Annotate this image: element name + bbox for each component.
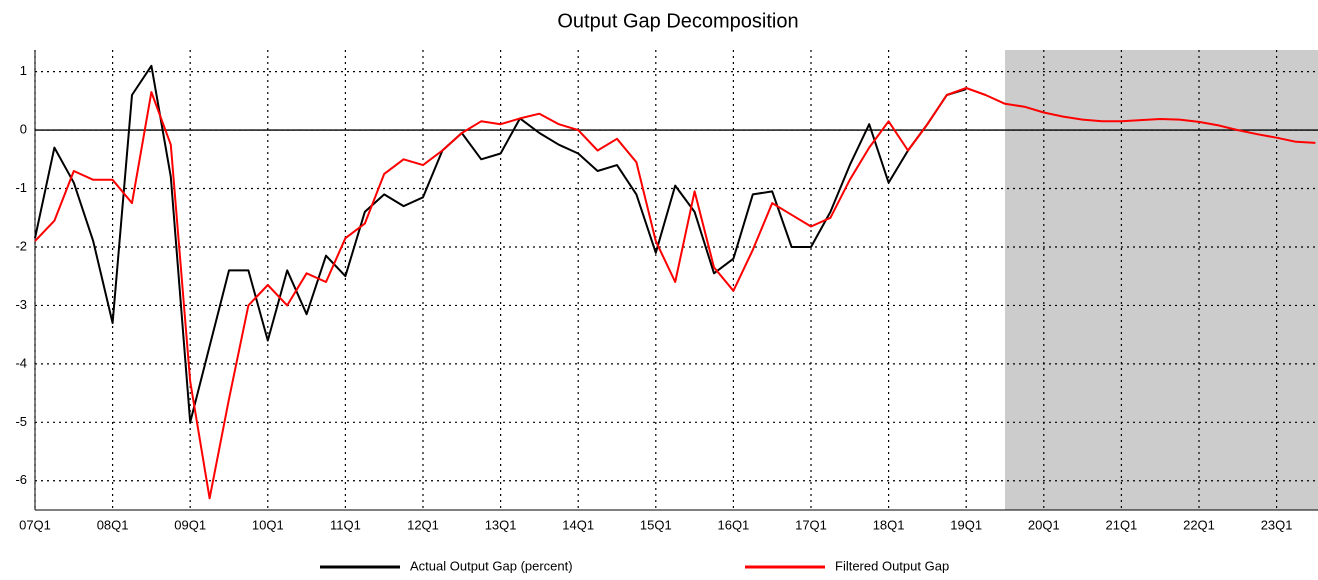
x-tick-label: 21Q1 <box>1105 517 1137 532</box>
x-tick-label: 20Q1 <box>1028 517 1060 532</box>
x-tick-label: 07Q1 <box>19 517 51 532</box>
x-tick-label: 15Q1 <box>640 517 672 532</box>
x-tick-label: 17Q1 <box>795 517 827 532</box>
y-tick-label: -6 <box>15 472 27 487</box>
x-tick-label: 08Q1 <box>97 517 129 532</box>
x-tick-label: 12Q1 <box>407 517 439 532</box>
y-tick-label: -1 <box>15 180 27 195</box>
forecast-shade <box>1005 50 1318 510</box>
y-tick-label: -3 <box>15 297 27 312</box>
chart-title: Output Gap Decomposition <box>557 10 798 32</box>
y-tick-label: -4 <box>15 355 27 370</box>
legend-label: Filtered Output Gap <box>835 558 949 573</box>
x-tick-label: 10Q1 <box>252 517 284 532</box>
x-tick-label: 18Q1 <box>873 517 905 532</box>
y-tick-label: -5 <box>15 414 27 429</box>
series-line <box>34 64 967 424</box>
x-tick-label: 23Q1 <box>1261 517 1293 532</box>
x-tick-label: 13Q1 <box>485 517 517 532</box>
series-line <box>34 87 1316 500</box>
x-tick-label: 19Q1 <box>950 517 982 532</box>
x-tick-label: 14Q1 <box>562 517 594 532</box>
x-tick-label: 09Q1 <box>174 517 206 532</box>
x-tick-label: 11Q1 <box>330 517 361 532</box>
x-tick-label: 22Q1 <box>1183 517 1215 532</box>
x-tick-label: 16Q1 <box>717 517 749 532</box>
y-tick-label: -2 <box>15 238 27 253</box>
legend-label: Actual Output Gap (percent) <box>410 558 573 573</box>
y-tick-label: 0 <box>20 122 27 137</box>
y-tick-label: 1 <box>20 63 27 78</box>
